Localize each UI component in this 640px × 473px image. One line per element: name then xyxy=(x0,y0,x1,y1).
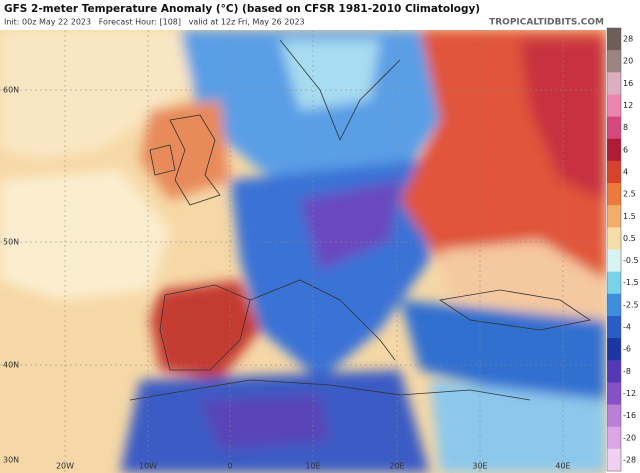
colorbar-frame xyxy=(606,27,622,472)
colorbar-label: 8 xyxy=(623,123,628,132)
colorbar-label: -0.5 xyxy=(623,256,639,265)
lon-label: 0 xyxy=(227,462,232,471)
colorbar-label: -12 xyxy=(623,389,636,398)
subtitle: Init: 00z May 22 2023 Forecast Hour: [10… xyxy=(4,18,305,27)
colorbar-label: 0.5 xyxy=(623,234,636,243)
colorbar-segment xyxy=(607,448,621,472)
colorbar-label: -4 xyxy=(623,323,631,332)
colorbar-segment xyxy=(607,293,621,317)
colorbar-label: 28 xyxy=(623,35,633,44)
colorbar-label: 2.5 xyxy=(623,190,636,199)
lat-label: 60N xyxy=(3,86,19,95)
lon-label: 10E xyxy=(305,462,320,471)
colorbar-label: 20 xyxy=(623,57,633,66)
lon-label: 20E xyxy=(389,462,404,471)
title: GFS 2-meter Temperature Anomaly (°C) (ba… xyxy=(4,3,480,15)
colorbar-segment xyxy=(607,315,621,339)
colorbar-segment xyxy=(607,183,621,206)
map xyxy=(0,30,606,473)
colorbar-label: 16 xyxy=(623,79,633,88)
colorbar-label: -6 xyxy=(623,345,631,354)
colorbar-segment xyxy=(607,360,621,383)
colorbar-segment xyxy=(607,116,621,140)
colorbar-label: 12 xyxy=(623,101,633,110)
colorbar-segment xyxy=(607,94,621,118)
lat-label: 40N xyxy=(3,361,19,370)
colorbar-segment xyxy=(607,138,621,162)
colorbar-label: -8 xyxy=(623,367,631,376)
lon-label: 20W xyxy=(56,462,74,471)
colorbar-label: -1.5 xyxy=(623,278,639,287)
colorbar-label: -2.5 xyxy=(623,300,639,309)
colorbar-label: 1.5 xyxy=(623,212,636,221)
colorbar-segment xyxy=(607,205,621,228)
colorbar-segment xyxy=(607,28,621,51)
lon-label: 10W xyxy=(139,462,157,471)
colorbar-segment xyxy=(607,338,621,361)
colorbar-segment xyxy=(607,160,621,184)
colorbar-segment xyxy=(607,426,621,450)
lat-label: 50N xyxy=(3,238,19,247)
colorbar-label: -28 xyxy=(623,455,636,464)
overlay: 60N 50N 40N 30N 20W 10W 0 10E 20E 30E 40E 28 20 16 12 8… xyxy=(3,27,639,472)
lon-label: 40E xyxy=(555,462,570,471)
lon-label: 30E xyxy=(472,462,487,471)
colorbar-segment xyxy=(607,50,621,73)
colorbar-segment xyxy=(607,249,621,273)
graticule xyxy=(0,30,606,473)
lat-label: 30N xyxy=(3,456,19,465)
colorbar-label: -20 xyxy=(623,433,636,442)
colorbar-label: 4 xyxy=(623,167,628,176)
colorbar-segment xyxy=(607,382,621,406)
colorbar-segment xyxy=(607,227,621,250)
colorbar-segment xyxy=(607,271,621,295)
colorbar-segment xyxy=(607,72,621,95)
brand: TROPICALTIDBITS.COM xyxy=(489,18,604,28)
colorbar-label: -16 xyxy=(623,411,636,420)
colorbar-label: 6 xyxy=(623,145,628,154)
colorbar-segment xyxy=(607,404,621,428)
